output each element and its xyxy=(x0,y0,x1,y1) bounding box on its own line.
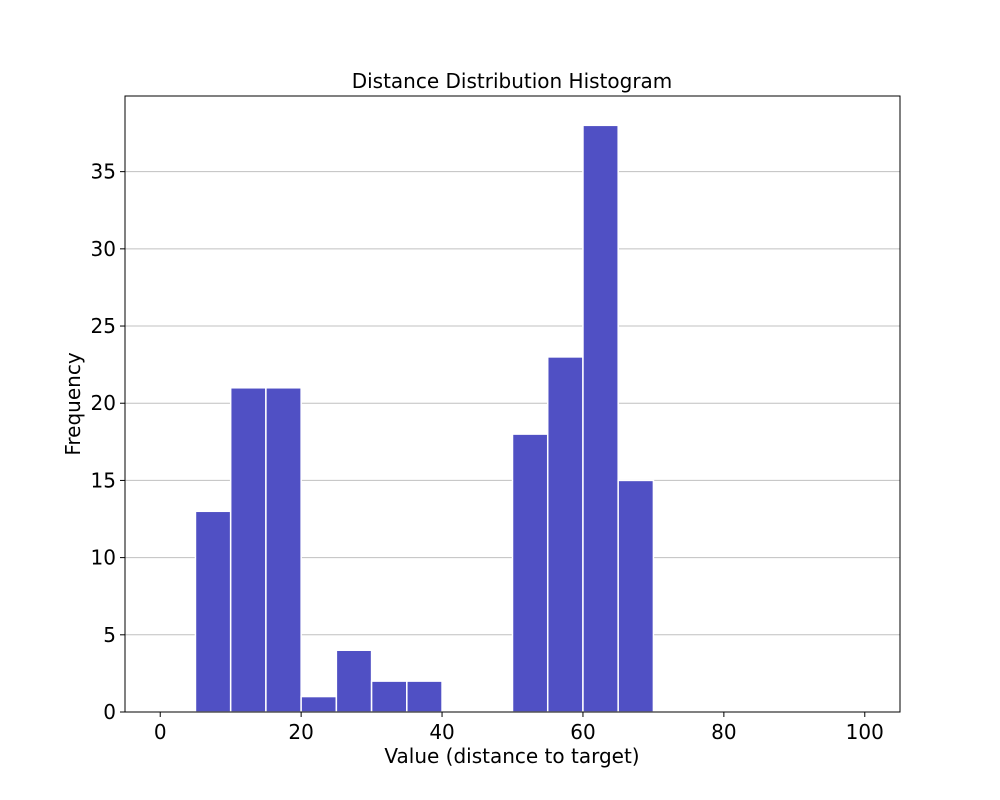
y-tick-label: 5 xyxy=(103,623,116,647)
x-tick-label: 40 xyxy=(429,720,454,744)
histogram-bar xyxy=(406,680,443,713)
histogram-bar xyxy=(582,124,619,713)
histogram-bar xyxy=(617,479,655,713)
x-tick-label: 100 xyxy=(846,720,884,744)
histogram-bar xyxy=(370,680,408,713)
x-tick-label: 20 xyxy=(288,720,313,744)
histogram-bar xyxy=(265,387,302,713)
y-tick-label: 35 xyxy=(91,160,116,184)
chart-title: Distance Distribution Histogram xyxy=(352,69,673,93)
histogram-bar xyxy=(335,649,373,713)
y-tick-label: 30 xyxy=(91,237,116,261)
y-tick-label: 20 xyxy=(91,391,116,415)
y-tick-label: 0 xyxy=(103,700,116,724)
x-tick-label: 80 xyxy=(711,720,736,744)
y-tick-label: 15 xyxy=(91,468,116,492)
histogram-bar xyxy=(300,695,338,713)
x-tick-label: 60 xyxy=(570,720,595,744)
y-axis-ticks: 0 5 10 15 20 25 30 35 xyxy=(91,160,125,724)
x-axis-ticks: 0 20 40 60 80 100 xyxy=(154,712,884,744)
x-tick-label: 0 xyxy=(154,720,167,744)
y-axis-label: Frequency xyxy=(61,352,85,455)
histogram-bar xyxy=(229,387,267,713)
plot-frame xyxy=(124,95,901,713)
y-tick-label: 25 xyxy=(91,314,116,338)
histogram-bar xyxy=(511,433,549,713)
x-axis-label: Value (distance to target) xyxy=(384,744,639,768)
histogram-bars xyxy=(194,124,655,713)
histogram-bar xyxy=(546,356,584,713)
y-tick-label: 10 xyxy=(91,546,116,570)
histogram-bar xyxy=(194,510,232,713)
